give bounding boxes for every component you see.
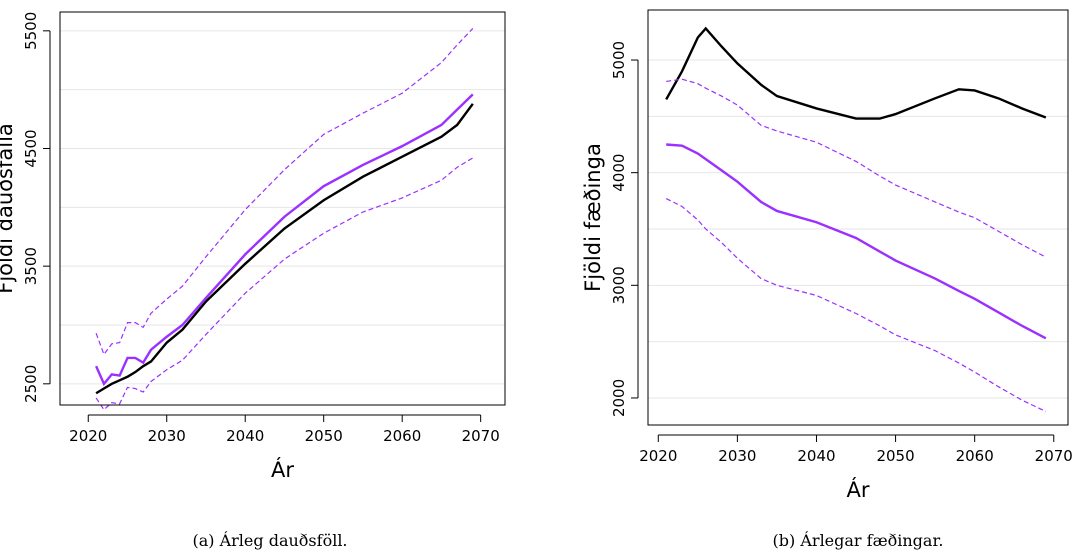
y-tick-label: 4500 xyxy=(22,129,40,167)
y-tick-label: 3000 xyxy=(610,266,628,304)
plot-box xyxy=(59,11,506,406)
series-line xyxy=(666,78,1047,258)
y-tick-label: 5000 xyxy=(610,41,628,79)
plot-box xyxy=(647,9,1069,426)
x-tick-label: 2040 xyxy=(797,447,835,465)
y-tick-label: 3500 xyxy=(22,247,40,285)
y-tick-label: 2500 xyxy=(22,365,40,403)
x-tick-label: 2070 xyxy=(462,427,500,445)
caption: (b) Árlegar fæðingar. xyxy=(773,530,944,550)
x-tick-label: 2030 xyxy=(148,427,186,445)
series-line xyxy=(666,143,1047,340)
y-tick-label: 5500 xyxy=(22,12,40,50)
caption: (a) Árleg dauðsföll. xyxy=(192,530,347,550)
x-tick-label: 2050 xyxy=(305,427,343,445)
series-line xyxy=(95,28,474,356)
x-tick-label: 2060 xyxy=(956,447,994,465)
y-axis-title: Fjöldi dauðsfalla xyxy=(0,123,17,294)
x-axis-title: Ár xyxy=(847,477,870,502)
x-tick-label: 2060 xyxy=(383,427,421,445)
x-tick-label: 2020 xyxy=(69,427,107,445)
series-line xyxy=(665,26,1047,120)
series-line xyxy=(95,93,474,387)
x-tick-label: 2020 xyxy=(639,447,677,465)
x-tick-label: 2050 xyxy=(876,447,914,465)
y-tick-label: 2000 xyxy=(610,379,628,417)
x-tick-label: 2030 xyxy=(718,447,756,465)
series-line xyxy=(95,103,474,395)
x-tick-label: 2070 xyxy=(1035,447,1073,465)
x-axis-title: Ár xyxy=(271,457,294,482)
x-tick-label: 2040 xyxy=(226,427,264,445)
y-tick-label: 4000 xyxy=(610,154,628,192)
y-axis-title: Fjöldi fæðinga xyxy=(581,143,605,292)
series-line xyxy=(95,157,474,411)
series-line xyxy=(665,198,1047,413)
